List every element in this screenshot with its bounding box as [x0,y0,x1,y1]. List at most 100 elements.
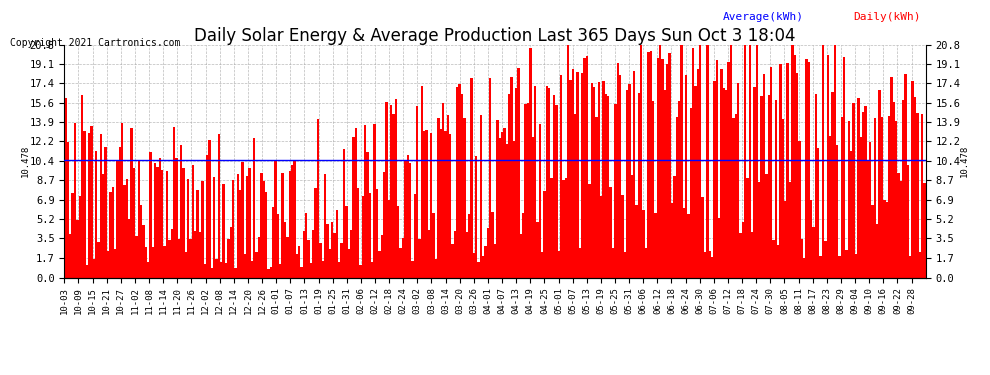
Bar [373,123,376,278]
Bar [312,230,315,278]
Bar [883,200,885,278]
Bar [85,265,88,278]
Bar [402,238,404,278]
Bar [380,235,383,278]
Bar [560,75,562,278]
Bar [128,219,131,278]
Bar [548,88,550,278]
Bar [281,173,284,278]
Bar [395,99,397,278]
Bar [419,239,421,278]
Bar [595,117,598,278]
Bar [751,231,753,278]
Bar [265,192,267,278]
Bar [143,225,145,278]
Bar [187,179,189,278]
Bar [140,205,143,278]
Bar [663,90,666,278]
Title: Daily Solar Energy & Average Production Last 365 Days Sun Oct 3 18:04: Daily Solar Energy & Average Production … [194,27,796,45]
Bar [902,100,905,278]
Bar [376,189,378,278]
Bar [182,168,185,278]
Bar [866,160,869,278]
Bar [525,104,527,278]
Bar [841,117,843,278]
Bar [622,195,624,278]
Text: Average(kWh): Average(kWh) [723,12,804,22]
Bar [121,123,124,278]
Bar [449,134,451,278]
Bar [740,233,742,278]
Text: 10.478: 10.478 [960,144,969,177]
Bar [723,88,725,278]
Bar [194,231,196,278]
Bar [784,201,786,278]
Bar [619,75,622,278]
Bar [829,136,832,278]
Bar [388,200,390,278]
Bar [242,162,244,278]
Bar [721,69,723,278]
Bar [482,256,484,278]
Bar [426,130,428,278]
Bar [897,173,900,278]
Bar [718,218,721,278]
Bar [579,248,581,278]
Bar [463,118,465,278]
Bar [522,213,525,278]
Bar [678,101,680,278]
Bar [763,74,765,278]
Bar [862,112,864,278]
Bar [789,182,791,278]
Bar [404,160,407,278]
Bar [100,134,102,278]
Bar [905,74,907,278]
Bar [491,213,494,278]
Bar [451,244,453,278]
Bar [308,240,310,278]
Bar [409,163,411,278]
Bar [813,227,815,278]
Bar [196,189,199,278]
Bar [199,232,201,278]
Bar [702,197,704,278]
Bar [574,114,576,278]
Bar [347,249,349,278]
Bar [815,94,817,278]
Bar [607,96,610,278]
Bar [859,136,862,278]
Bar [175,158,177,278]
Bar [361,196,364,278]
Bar [300,267,303,278]
Bar [832,92,834,278]
Bar [357,188,359,278]
Bar [687,214,690,278]
Text: Daily(kWh): Daily(kWh) [853,12,921,22]
Bar [767,95,770,278]
Bar [260,173,262,278]
Bar [760,96,763,278]
Bar [470,78,472,278]
Bar [803,258,805,278]
Bar [71,193,74,278]
Bar [871,205,874,278]
Bar [753,87,755,278]
Bar [317,119,319,278]
Bar [145,247,147,278]
Bar [581,73,583,278]
Bar [126,179,128,278]
Bar [64,98,66,278]
Bar [343,149,346,278]
Bar [253,138,255,278]
Bar [652,101,654,278]
Bar [204,264,206,278]
Bar [430,133,433,278]
Bar [286,237,288,278]
Bar [675,117,678,278]
Bar [510,77,513,278]
Bar [331,222,334,278]
Bar [119,147,121,278]
Bar [291,165,293,278]
Bar [76,220,78,278]
Bar [668,53,671,278]
